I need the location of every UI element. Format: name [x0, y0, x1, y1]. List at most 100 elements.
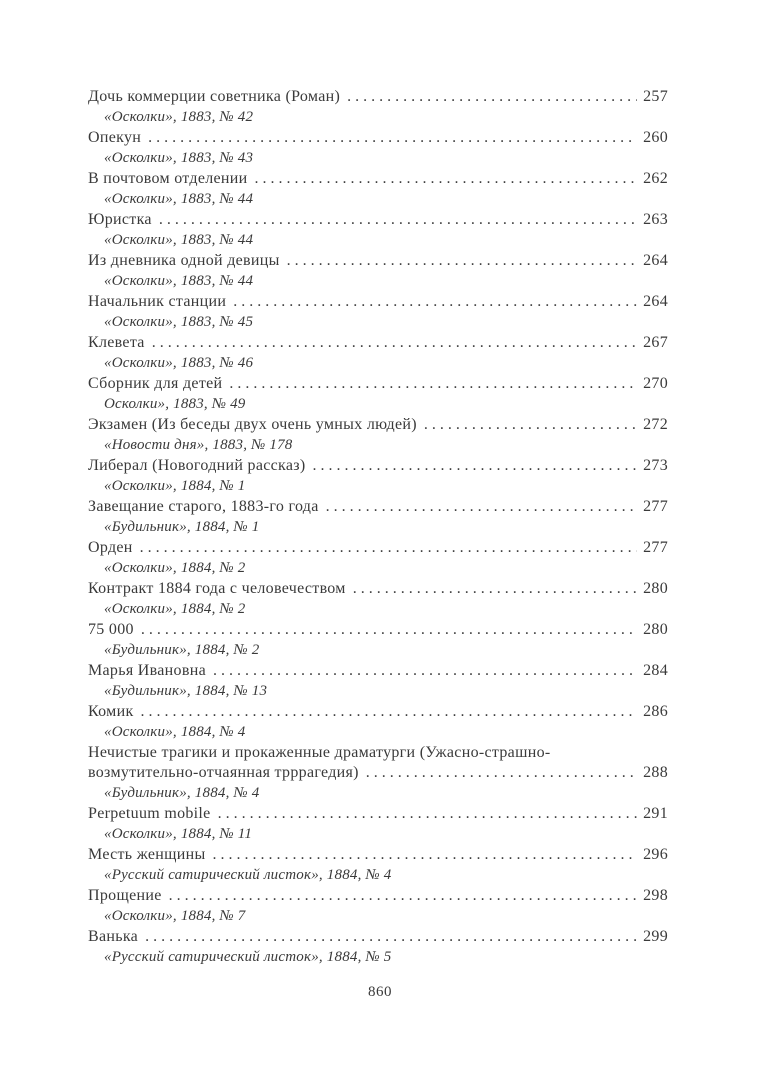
- dot-leader: [326, 497, 637, 517]
- toc-entry: Клевета 267 «Осколки», 1883, № 46: [88, 333, 668, 373]
- dot-leader: [366, 763, 637, 783]
- entry-source: «Осколки», 1883, № 43: [104, 150, 254, 166]
- entry-title-row: В почтовом отделении 262: [88, 169, 668, 189]
- entry-title-row: Из дневника одной девицы 264: [88, 251, 668, 271]
- entry-title: Прощение: [88, 887, 162, 904]
- dot-leader: [159, 210, 637, 230]
- entry-title: Клевета: [88, 334, 145, 351]
- dot-leader: [229, 374, 637, 394]
- entry-source: «Осколки», 1884, № 2: [104, 601, 246, 617]
- toc-entry: Либерал (Новогодний рассказ) 273 «Осколки»…: [88, 456, 668, 496]
- entry-title: Дочь коммерции советника (Роман): [88, 88, 341, 105]
- toc-entry: Месть женщины 296 «Русский сатирический ли…: [88, 845, 668, 885]
- entry-page-number: 280: [643, 621, 668, 638]
- entry-page-number: 257: [643, 88, 668, 105]
- entry-title-row: Экзамен (Из беседы двух очень умных люде…: [88, 415, 668, 435]
- entry-title-row: Комик 286: [88, 702, 668, 722]
- toc-entry: Начальник станции 264 «Осколки», 1883, № 4…: [88, 292, 668, 332]
- entry-page-number: 267: [643, 334, 668, 351]
- entry-title-row: Дочь коммерции советника (Роман) 257: [88, 87, 668, 107]
- toc-entry: Сборник для детей 270 Осколки», 1883, № 49: [88, 374, 668, 414]
- entry-title-row: Perpetuum mobile 291: [88, 804, 668, 824]
- entry-source: «Осколки», 1884, № 1: [104, 478, 246, 494]
- entry-title: Ванька: [88, 928, 139, 945]
- entry-page-number: 296: [643, 846, 668, 863]
- entry-title-row: 75 000 280: [88, 620, 668, 640]
- entry-source: «Будильник», 1884, № 13: [104, 683, 268, 699]
- toc-entry: Опекун 260 «Осколки», 1883, № 43: [88, 128, 668, 168]
- dot-leader: [141, 702, 637, 722]
- dot-leader: [347, 87, 637, 107]
- toc-entry: Нечистые трагики и прокаженные драматург…: [88, 743, 668, 803]
- entry-source: «Будильник», 1884, № 2: [104, 642, 260, 658]
- dot-leader: [145, 927, 637, 947]
- entry-title-row: Нечистые трагики и прокаженные драматург…: [88, 743, 668, 763]
- entry-title: 75 000: [88, 621, 134, 638]
- entry-title-row: Юристка 263: [88, 210, 668, 230]
- entry-title: Perpetuum mobile: [88, 805, 211, 822]
- entry-title: возмутительно-отчаянная трррагедия): [88, 764, 359, 781]
- dot-leader: [287, 251, 637, 271]
- entry-page-number: 277: [643, 498, 668, 515]
- toc-entry: Комик 286 «Осколки», 1884, № 4: [88, 702, 668, 742]
- entry-title: Сборник для детей: [88, 375, 223, 392]
- entry-title: Комик: [88, 703, 134, 720]
- entry-page-number: 272: [643, 416, 668, 433]
- entry-title: Начальник станции: [88, 293, 227, 310]
- entry-source: «Новости дня», 1883, № 178: [104, 437, 293, 453]
- entry-title: Месть женщины: [88, 846, 206, 863]
- dot-leader: [152, 333, 637, 353]
- dot-leader: [353, 579, 637, 599]
- entry-page-number: 298: [643, 887, 668, 904]
- entry-title-row: Клевета 267: [88, 333, 668, 353]
- dot-leader: [255, 169, 638, 189]
- entry-title: Опекун: [88, 129, 142, 146]
- entry-page-number: 264: [643, 293, 668, 310]
- toc-entry: 75 000 280 «Будильник», 1884, № 2: [88, 620, 668, 660]
- entry-page-number: 299: [643, 928, 668, 945]
- entry-page-number: 291: [643, 805, 668, 822]
- dot-leader: [169, 886, 637, 906]
- dot-leader: [424, 415, 637, 435]
- entry-page-number: 280: [643, 580, 668, 597]
- entry-title: Либерал (Новогодний рассказ): [88, 457, 306, 474]
- toc-list: Дочь коммерции советника (Роман) 257 «Оско…: [88, 87, 668, 968]
- entry-title: Экзамен (Из беседы двух очень умных люде…: [88, 416, 417, 433]
- entry-source: «Осколки», 1884, № 2: [104, 560, 246, 576]
- entry-title: Завещание старого, 1883-го года: [88, 498, 319, 515]
- entry-title-row: Начальник станции 264: [88, 292, 668, 312]
- entry-title-row: Опекун 260: [88, 128, 668, 148]
- entry-source: «Осколки», 1883, № 46: [104, 355, 254, 371]
- toc-entry: Марья Ивановна 284 «Будильник», 1884, № 13: [88, 661, 668, 701]
- entry-title: Из дневника одной девицы: [88, 252, 280, 269]
- entry-page-number: 273: [643, 457, 668, 474]
- entry-source: «Осколки», 1884, № 4: [104, 724, 246, 740]
- toc-entry: Perpetuum mobile 291 «Осколки», 1884, № 11: [88, 804, 668, 844]
- entry-title-row: Месть женщины 296: [88, 845, 668, 865]
- entry-source: «Осколки», 1884, № 7: [104, 908, 246, 924]
- entry-page-number: 264: [643, 252, 668, 269]
- entry-title-row: Контракт 1884 года с человечеством 280: [88, 579, 668, 599]
- dot-leader: [148, 128, 637, 148]
- entry-source: «Русский сатирический листок», 1884, № 4: [104, 867, 392, 883]
- entry-source: «Осколки», 1883, № 42: [104, 109, 254, 125]
- entry-page-number: 260: [643, 129, 668, 146]
- entry-title-row: Орден 277: [88, 538, 668, 558]
- entry-page-number: 277: [643, 539, 668, 556]
- entry-page-number: 262: [643, 170, 668, 187]
- dot-leader: [313, 456, 637, 476]
- toc-entry: Дочь коммерции советника (Роман) 257 «Оско…: [88, 87, 668, 127]
- entry-title: В почтовом отделении: [88, 170, 248, 187]
- toc-entry: Прощение 298 «Осколки», 1884, № 7: [88, 886, 668, 926]
- entry-title-row: Прощение 298: [88, 886, 668, 906]
- dot-leader: [213, 845, 637, 865]
- entry-page-number: 286: [643, 703, 668, 720]
- entry-title: Контракт 1884 года с человечеством: [88, 580, 346, 597]
- entry-page-number: 263: [643, 211, 668, 228]
- entry-title-row: Сборник для детей 270: [88, 374, 668, 394]
- toc-entry: Юристка 263 «Осколки», 1883, № 44: [88, 210, 668, 250]
- dot-leader: [140, 538, 637, 558]
- entry-title-row: Завещание старого, 1883-го года 277: [88, 497, 668, 517]
- toc-entry: Ванька 299 «Русский сатирический листок», …: [88, 927, 668, 967]
- entry-source: Осколки», 1883, № 49: [104, 396, 246, 412]
